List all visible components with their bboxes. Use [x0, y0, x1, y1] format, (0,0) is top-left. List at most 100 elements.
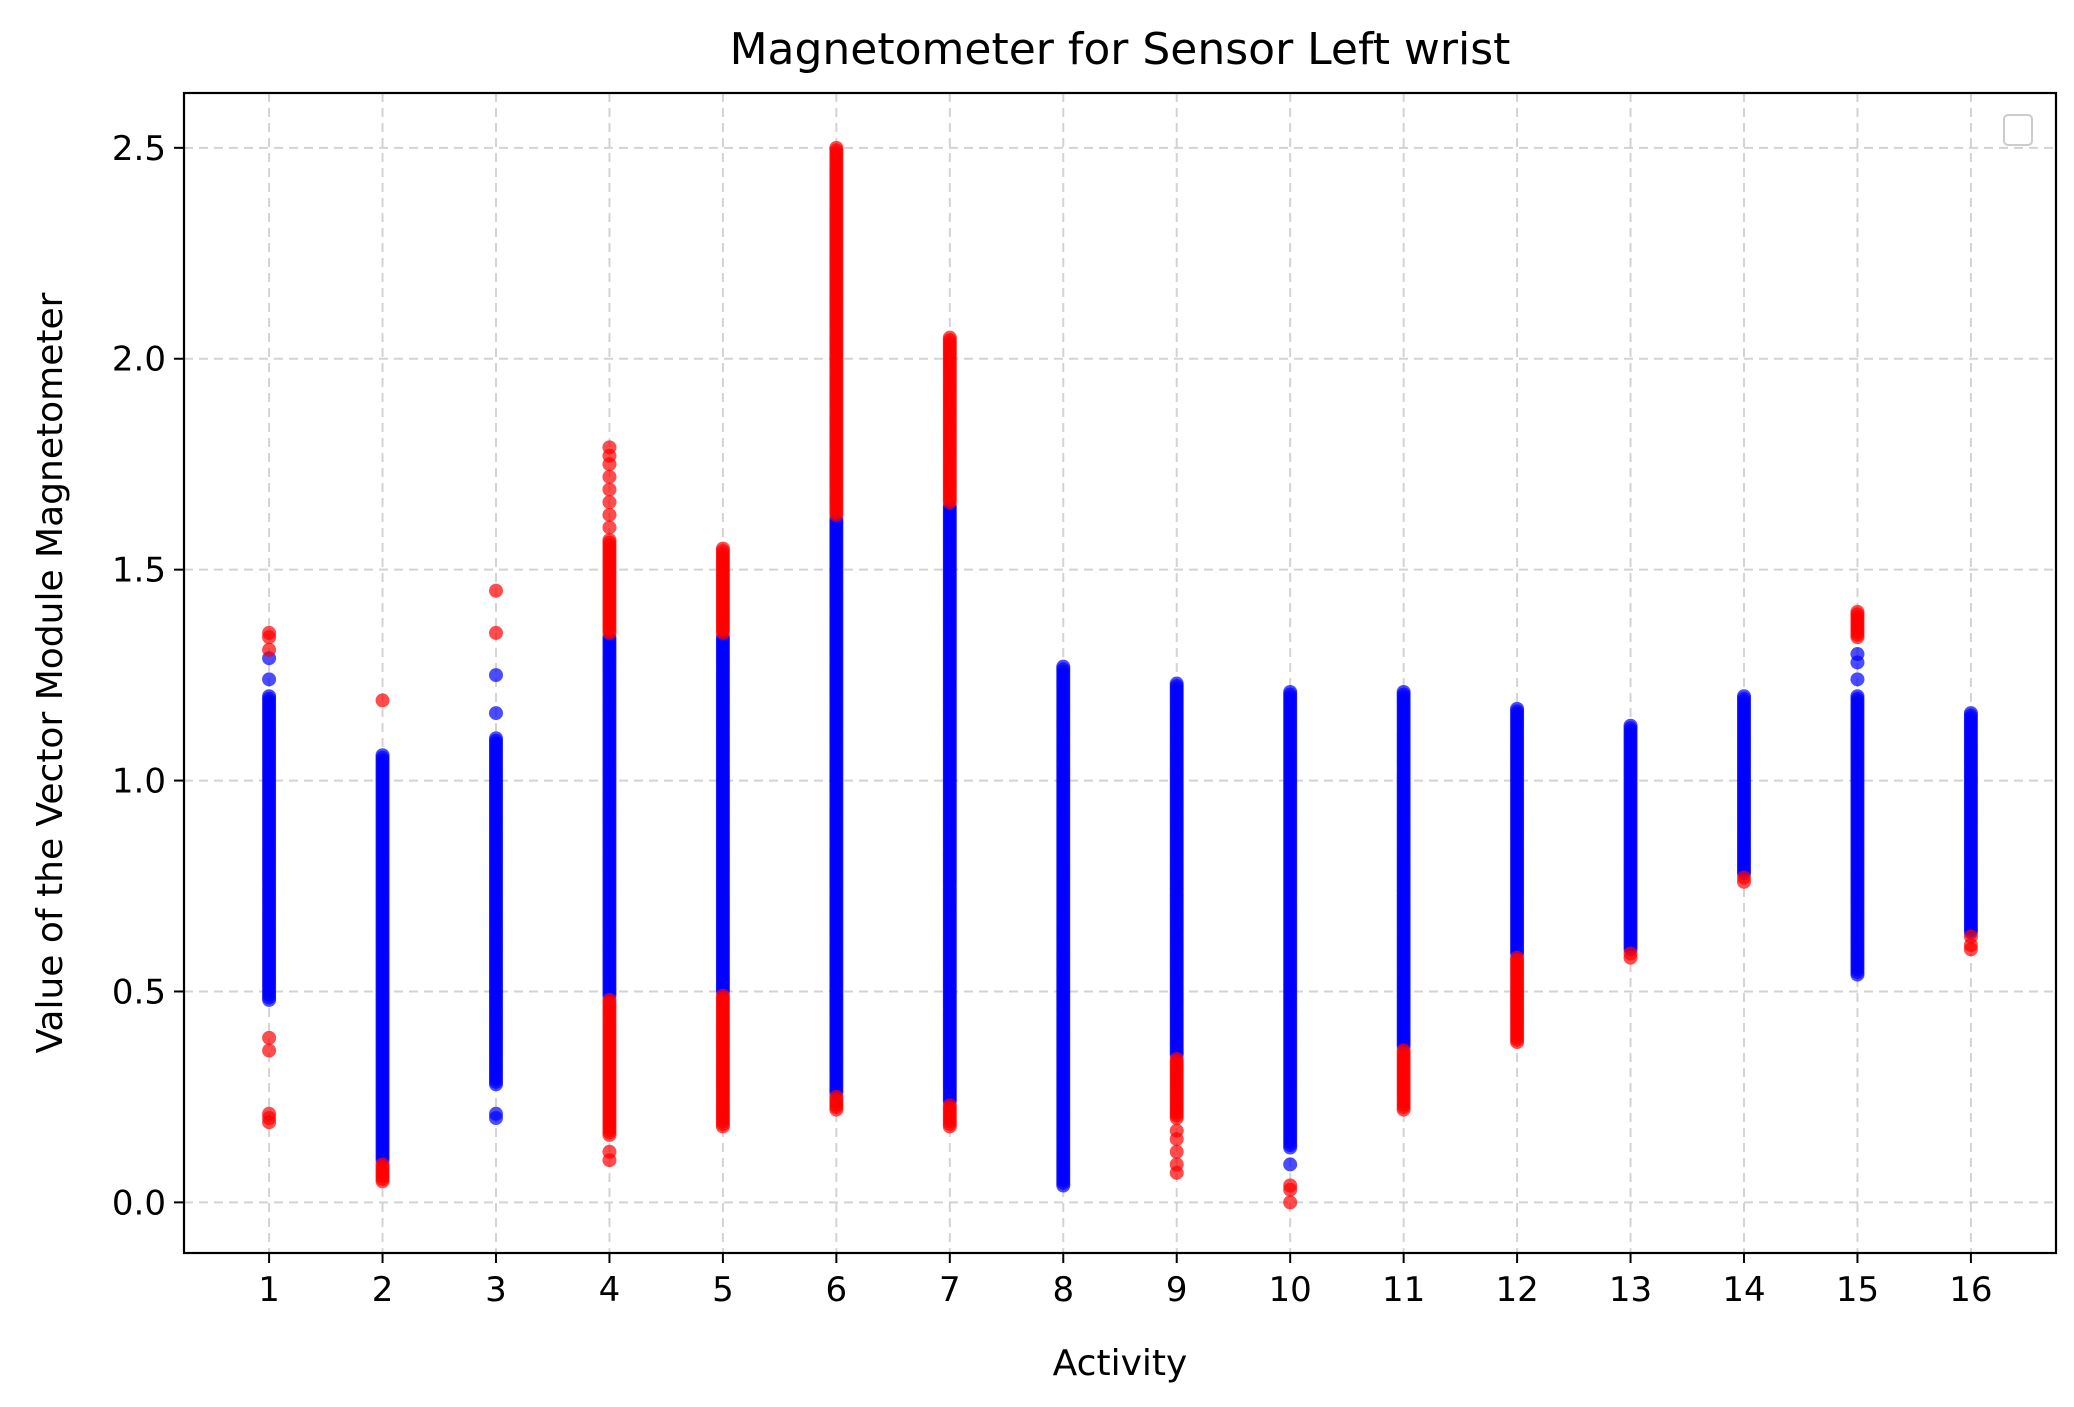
- x-tick-label: 4: [599, 1270, 621, 1310]
- y-tick-label: 1.5: [112, 551, 166, 591]
- data-point: [262, 1106, 277, 1121]
- x-tick-label: 1: [258, 1270, 280, 1310]
- x-tick-label: 7: [939, 1270, 961, 1310]
- data-point: [715, 541, 730, 556]
- activity-9-outlier-points: [1169, 1051, 1184, 1180]
- activity-3-outlier-points: [489, 583, 503, 640]
- data-point: [262, 672, 277, 687]
- data-point: [602, 992, 617, 1007]
- data-point: [602, 1144, 617, 1159]
- data-point: [375, 1157, 390, 1172]
- data-point: [602, 482, 617, 497]
- ticks-layer: 1 2 3 4 5 6 7 8 9 10 11 12 13 14 15 160.00.51.01.52.02.…: [112, 129, 1993, 1310]
- data-point: [602, 520, 617, 535]
- data-point: [1283, 1178, 1298, 1193]
- data-point: [1850, 604, 1865, 619]
- data-point: [1623, 946, 1638, 961]
- data-point: [1850, 672, 1865, 687]
- activity-4-normal-points: [602, 630, 617, 1003]
- data-point: [829, 1089, 844, 1104]
- y-tick-label: 2.5: [112, 129, 166, 169]
- plot-frame: [182, 91, 2058, 1255]
- x-tick-label: 9: [1166, 1270, 1188, 1310]
- data-point: [1169, 1123, 1184, 1138]
- data-point: [489, 625, 503, 640]
- activity-10-outlier-points: [1283, 1178, 1298, 1210]
- data-point: [489, 706, 503, 721]
- activity-1-outlier-points: [262, 625, 277, 1130]
- activity-10-normal-points: [1283, 684, 1298, 1172]
- activity-15-normal-points: [1850, 647, 1865, 982]
- data-point: [602, 440, 617, 455]
- data-point: [1056, 659, 1071, 674]
- data-point: [1169, 676, 1184, 691]
- activity-13-normal-points: [1623, 718, 1638, 957]
- data-point: [602, 495, 617, 510]
- x-tick-label: 8: [1052, 1270, 1074, 1310]
- activity-2-normal-points: [375, 748, 390, 1168]
- data-point: [262, 689, 277, 704]
- data-point: [1850, 689, 1865, 704]
- activity-5-normal-points: [715, 630, 730, 999]
- activity-8-normal-points: [1056, 659, 1071, 1193]
- x-tick-label: 15: [1836, 1270, 1879, 1310]
- activity-15-outlier-points: [1850, 604, 1865, 645]
- y-tick-label: 1.0: [112, 762, 166, 802]
- points-layer: [262, 140, 1978, 1210]
- data-point: [942, 330, 957, 345]
- activity-1-normal-points: [262, 651, 277, 1007]
- y-tick-label: 0.5: [112, 972, 166, 1012]
- grid-layer: [184, 93, 2056, 1253]
- data-point: [942, 1098, 957, 1113]
- activity-13-outlier-points: [1623, 946, 1638, 965]
- activity-12-normal-points: [1510, 701, 1525, 961]
- data-point: [1963, 929, 1978, 944]
- data-point: [1737, 870, 1751, 885]
- activity-14-normal-points: [1737, 689, 1751, 881]
- x-tick-label: 14: [1722, 1270, 1765, 1310]
- activity-11-normal-points: [1396, 684, 1411, 1054]
- data-point: [829, 140, 844, 155]
- data-point: [1396, 1043, 1411, 1058]
- data-point: [715, 988, 730, 1003]
- data-point: [489, 668, 503, 683]
- chart-title: Magnetometer for Sensor Left wrist: [730, 24, 1511, 75]
- activity-16-outlier-points: [1963, 929, 1978, 957]
- x-tick-label: 3: [485, 1270, 507, 1310]
- data-point: [1283, 684, 1298, 699]
- data-point: [262, 1043, 277, 1058]
- x-tick-label: 16: [1949, 1270, 1992, 1310]
- x-tick-label: 11: [1382, 1270, 1425, 1310]
- data-point: [1396, 684, 1411, 699]
- x-axis-label: Activity: [1053, 1343, 1188, 1384]
- x-tick-label: 2: [372, 1270, 394, 1310]
- data-point: [602, 533, 617, 548]
- x-tick-label: 12: [1495, 1270, 1538, 1310]
- data-point: [602, 507, 617, 522]
- x-tick-label: 5: [712, 1270, 734, 1310]
- data-point: [1850, 647, 1865, 662]
- activity-16-normal-points: [1963, 706, 1978, 940]
- data-point: [489, 583, 503, 598]
- x-tick-label: 10: [1269, 1270, 1312, 1310]
- data-point: [1623, 718, 1638, 733]
- x-tick-label: 13: [1609, 1270, 1652, 1310]
- data-point: [1169, 1157, 1184, 1172]
- data-point: [1510, 701, 1525, 716]
- data-point: [1169, 1144, 1184, 1159]
- data-point: [375, 748, 390, 763]
- data-point: [262, 642, 277, 657]
- data-point: [1737, 689, 1751, 704]
- activity-6-outlier-points: [829, 140, 844, 1117]
- data-point: [1283, 1195, 1298, 1210]
- data-point: [375, 693, 390, 708]
- y-tick-label: 0.0: [112, 1183, 166, 1223]
- data-point: [1963, 706, 1978, 721]
- activity-14-outlier-points: [1737, 870, 1751, 889]
- x-tick-label: 6: [826, 1270, 848, 1310]
- activity-2-outlier-points: [375, 693, 390, 1189]
- activity-6-normal-points: [829, 512, 844, 1100]
- activity-5-outlier-points: [715, 541, 730, 1134]
